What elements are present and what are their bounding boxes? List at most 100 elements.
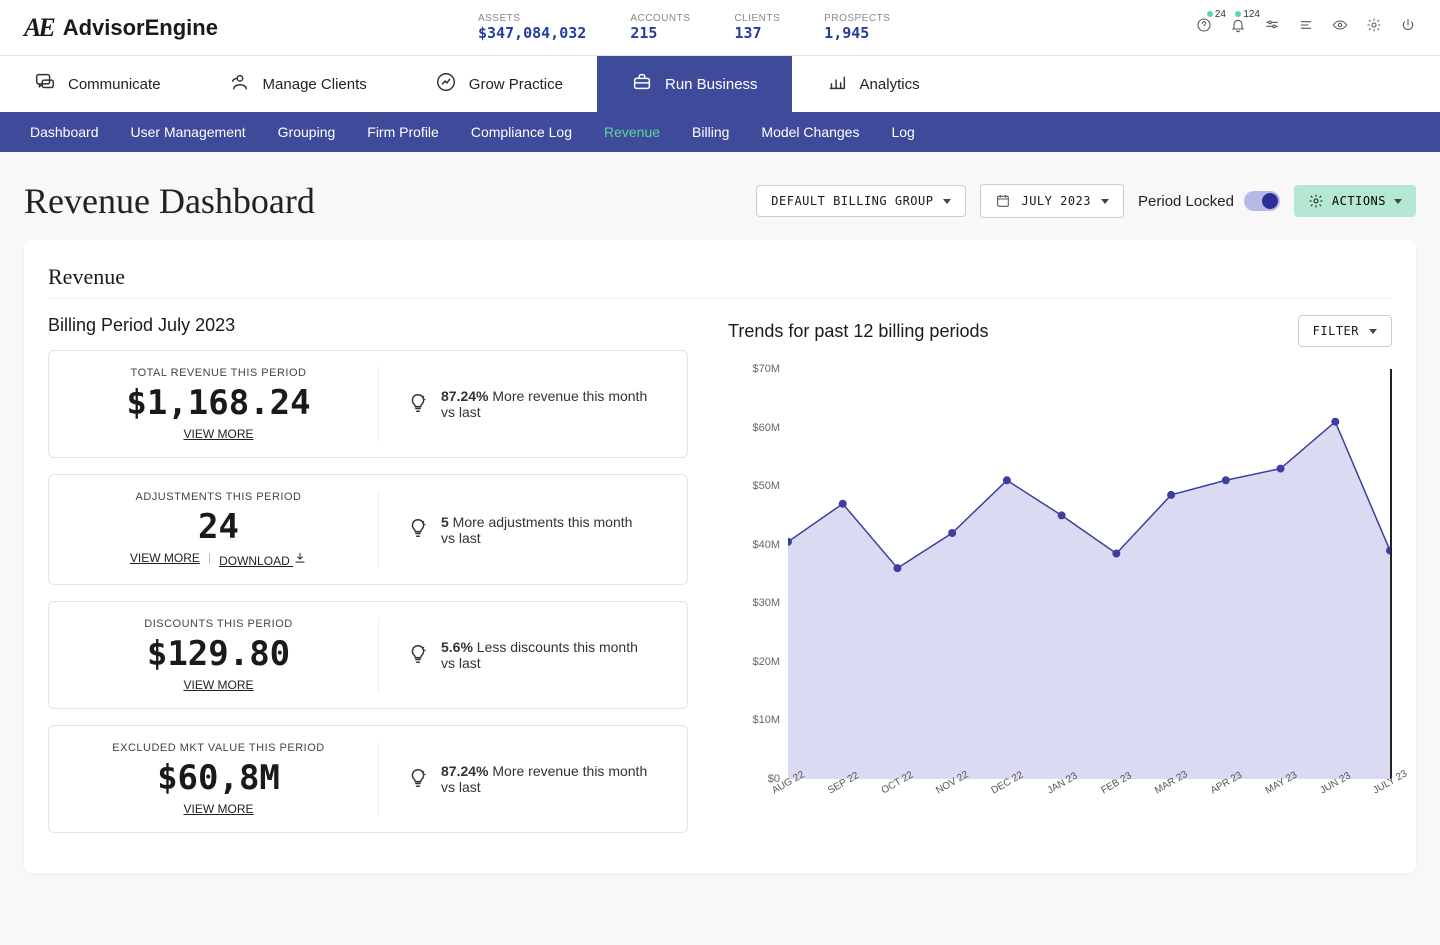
header-icon-bar: 24 124 (1196, 17, 1416, 38)
metric-value: $129.80 (69, 634, 368, 674)
nav2-item-compliance-log[interactable]: Compliance Log (455, 124, 588, 140)
nav2-item-user-management[interactable]: User Management (115, 124, 262, 140)
metric-value: 24 (69, 507, 368, 547)
sliders-icon[interactable] (1264, 17, 1280, 38)
y-tick-label: $10M (752, 714, 780, 726)
metric-insight: 87.24% More revenue this month vs last (441, 388, 649, 420)
brand-logo[interactable]: AE AdvisorEngine (24, 13, 218, 43)
toggle-switch[interactable] (1244, 191, 1280, 211)
billing-group-dropdown[interactable]: DEFAULT BILLING GROUP (756, 185, 966, 217)
period-locked-label: Period Locked (1138, 193, 1234, 210)
nav2-item-billing[interactable]: Billing (676, 124, 745, 140)
users-icon (229, 71, 251, 97)
lightbulb-icon (407, 392, 429, 414)
nav1-item-manage-clients[interactable]: Manage Clients (195, 56, 401, 112)
stat-label: ACCOUNTS (630, 13, 690, 24)
stat-label: ASSETS (478, 13, 586, 24)
nav1-label: Communicate (68, 76, 161, 93)
chevron-down-icon (943, 199, 951, 204)
stat-value: 1,945 (824, 24, 890, 42)
nav1-label: Run Business (665, 76, 758, 93)
secondary-nav: DashboardUser ManagementGroupingFirm Pro… (0, 112, 1440, 152)
metric-label: DISCOUNTS THIS PERIOD (69, 618, 368, 630)
chevron-down-icon (1394, 199, 1402, 204)
chevron-down-icon (1101, 199, 1109, 204)
page-title: Revenue Dashboard (24, 180, 315, 222)
actions-label: ACTIONS (1332, 194, 1386, 208)
y-tick-label: $60M (752, 422, 780, 434)
actions-button[interactable]: ACTIONS (1294, 185, 1416, 217)
stat-value: 215 (630, 24, 690, 42)
metric-link[interactable]: VIEW MORE (130, 551, 200, 568)
bell-badge: 124 (1235, 9, 1260, 20)
metric-value: $60,8M (69, 758, 368, 798)
header-stat: CLIENTS137 (734, 13, 780, 42)
period-locked-toggle[interactable]: Period Locked (1138, 191, 1280, 211)
nav2-item-firm-profile[interactable]: Firm Profile (351, 124, 455, 140)
header-stats: ASSETS$347,084,032 ACCOUNTS215 CLIENTS137 P… (478, 13, 890, 42)
metric-link[interactable]: VIEW MORE (183, 678, 253, 692)
list-icon[interactable] (1298, 17, 1314, 38)
divider (48, 298, 1392, 299)
metric-label: EXCLUDED MKT VALUE THIS PERIOD (69, 742, 368, 754)
trends-title: Trends for past 12 billing periods (728, 321, 988, 342)
stat-label: CLIENTS (734, 13, 780, 24)
metric-label: TOTAL REVENUE THIS PERIOD (69, 367, 368, 379)
nav2-item-model-changes[interactable]: Model Changes (745, 124, 875, 140)
trends-column: Trends for past 12 billing periods FILTE… (728, 315, 1392, 849)
stat-label: PROSPECTS (824, 13, 890, 24)
power-icon[interactable] (1400, 17, 1416, 38)
y-tick-label: $30M (752, 597, 780, 609)
eye-icon[interactable] (1332, 17, 1348, 38)
revenue-card-title: Revenue (48, 264, 1392, 290)
billing-period-title: Billing Period July 2023 (48, 315, 688, 336)
chat-icon (34, 71, 56, 97)
metric-card: EXCLUDED MKT VALUE THIS PERIOD $60,8M VIEW… (48, 725, 688, 833)
header-stat: PROSPECTS1,945 (824, 13, 890, 42)
gear-icon (1308, 193, 1324, 209)
nav2-item-log[interactable]: Log (875, 124, 930, 140)
y-tick-label: $20M (752, 656, 780, 668)
metric-link[interactable]: VIEW MORE (183, 802, 253, 816)
nav1-item-run-business[interactable]: Run Business (597, 56, 792, 112)
nav1-label: Grow Practice (469, 76, 563, 93)
nav1-item-communicate[interactable]: Communicate (0, 56, 195, 112)
calendar-icon (995, 193, 1011, 209)
metric-card: ADJUSTMENTS THIS PERIOD24VIEW MORE |DOWN… (48, 474, 688, 585)
nav1-label: Manage Clients (263, 76, 367, 93)
primary-nav: Communicate Manage Clients Grow Practice Ru… (0, 56, 1440, 112)
nav2-item-grouping[interactable]: Grouping (262, 124, 352, 140)
period-dropdown[interactable]: JULY 2023 (980, 184, 1124, 218)
nav1-item-grow-practice[interactable]: Grow Practice (401, 56, 597, 112)
stat-value: $347,084,032 (478, 24, 586, 42)
help-icon[interactable]: 24 (1196, 17, 1212, 38)
brand-mark: AE (24, 13, 53, 43)
help-badge: 24 (1207, 9, 1226, 20)
lightbulb-icon (407, 517, 429, 539)
gear-icon[interactable] (1366, 17, 1382, 38)
top-header: AE AdvisorEngine ASSETS$347,084,032 ACCOU… (0, 0, 1440, 56)
chart-icon (826, 71, 848, 97)
metric-label: ADJUSTMENTS THIS PERIOD (69, 491, 368, 503)
filter-button[interactable]: FILTER (1298, 315, 1392, 347)
metric-insight: 87.24% More revenue this month vs last (441, 763, 649, 795)
trends-chart: $0$10M$20M$30M$40M$50M$60M$70M AUG 22SEP… (728, 359, 1392, 819)
metric-insight: 5 More adjustments this month vs last (441, 514, 649, 546)
nav1-item-analytics[interactable]: Analytics (792, 56, 954, 112)
metric-link[interactable]: DOWNLOAD (219, 551, 307, 568)
growth-icon (435, 71, 457, 97)
metric-link[interactable]: VIEW MORE (183, 427, 253, 441)
nav2-item-revenue[interactable]: Revenue (588, 124, 676, 140)
nav2-item-dashboard[interactable]: Dashboard (14, 124, 115, 140)
y-tick-label: $50M (752, 480, 780, 492)
chevron-down-icon (1369, 329, 1377, 334)
filter-label: FILTER (1313, 324, 1359, 338)
y-tick-label: $70M (752, 363, 780, 375)
page-header: Revenue Dashboard DEFAULT BILLING GROUP … (0, 152, 1440, 240)
header-stat: ASSETS$347,084,032 (478, 13, 586, 42)
brand-name: AdvisorEngine (63, 15, 218, 41)
nav1-label: Analytics (860, 76, 920, 93)
stat-value: 137 (734, 24, 780, 42)
briefcase-icon (631, 71, 653, 97)
bell-icon[interactable]: 124 (1230, 17, 1246, 38)
